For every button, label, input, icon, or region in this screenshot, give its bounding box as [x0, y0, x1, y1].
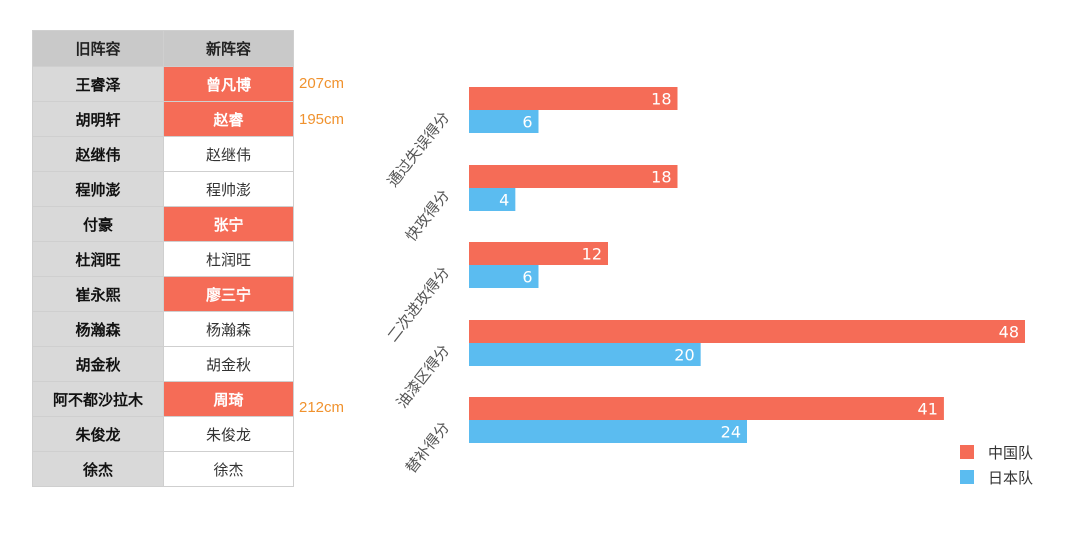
new-player-name-changed: 周琦: [163, 381, 294, 417]
bar-value-label: 4: [499, 191, 509, 210]
new-player-name: 程帅澎: [163, 171, 294, 207]
new-player-name: 赵继伟: [163, 136, 294, 172]
bar-japan: [469, 420, 747, 443]
new-player-name: 徐杰: [163, 451, 294, 487]
new-player-name: 朱俊龙: [163, 416, 294, 452]
player-height-note: 207cm: [299, 75, 345, 92]
roster-row: 赵继伟 赵继伟: [32, 136, 294, 172]
roster-row: 胡金秋 胡金秋: [32, 346, 294, 382]
bar-value-label: 6: [522, 113, 532, 132]
bar-value-label: 18: [651, 168, 671, 187]
old-player-name: 朱俊龙: [32, 416, 164, 452]
old-lineup-header: 旧阵容: [32, 30, 164, 67]
new-player-name-changed: 赵睿: [163, 101, 294, 137]
legend-swatch: [960, 470, 974, 484]
bar-china: [469, 320, 1025, 343]
bar-china: [469, 87, 678, 110]
old-player-name: 徐杰: [32, 451, 164, 487]
category-label: 替补得分: [402, 418, 453, 476]
new-player-name: 胡金秋: [163, 346, 294, 382]
roster-row: 阿不都沙拉木 周琦: [32, 381, 294, 417]
old-player-name: 程帅澎: [32, 171, 164, 207]
bar-value-label: 41: [918, 400, 938, 419]
old-player-name: 胡金秋: [32, 346, 164, 382]
bar-value-label: 12: [582, 245, 602, 264]
player-height-note: 212cm: [299, 399, 345, 416]
bar-value-label: 6: [522, 268, 532, 287]
legend-label: 日本队: [988, 469, 1033, 487]
old-player-name: 崔永熙: [32, 276, 164, 312]
roster-row: 程帅澎 程帅澎: [32, 171, 294, 207]
roster-row: 徐杰 徐杰: [32, 451, 294, 487]
bar-japan: [469, 343, 701, 366]
bar-value-label: 20: [674, 346, 694, 365]
roster-row: 朱俊龙 朱俊龙: [32, 416, 294, 452]
bar-china: [469, 242, 608, 265]
new-lineup-header: 新阵容: [163, 30, 294, 67]
new-player-name-changed: 廖三宁: [163, 276, 294, 312]
roster-row: 胡明轩 赵睿: [32, 101, 294, 137]
legend-label: 中国队: [988, 444, 1033, 462]
bar-value-label: 24: [721, 423, 741, 442]
old-player-name: 胡明轩: [32, 101, 164, 137]
roster-row: 杜润旺 杜润旺: [32, 241, 294, 277]
roster-row: 崔永熙 廖三宁: [32, 276, 294, 312]
bar-value-label: 18: [651, 90, 671, 109]
new-player-name: 杜润旺: [163, 241, 294, 277]
bar-value-label: 48: [999, 323, 1019, 342]
old-player-name: 付豪: [32, 206, 164, 242]
category-label: 二次进攻得分: [384, 263, 454, 345]
player-height-note: 195cm: [299, 111, 345, 128]
bar-china: [469, 165, 678, 188]
roster-header-row: 旧阵容 新阵容: [32, 30, 294, 67]
old-player-name: 杜润旺: [32, 241, 164, 277]
new-player-name: 杨瀚森: [163, 311, 294, 347]
bar-japan: [469, 110, 539, 133]
roster-row: 付豪 张宁: [32, 206, 294, 242]
category-label: 快攻得分: [402, 186, 453, 244]
bar-japan: [469, 188, 516, 211]
new-player-name-changed: 曾凡博: [163, 66, 294, 102]
legend-swatch: [960, 445, 974, 459]
old-player-name: 阿不都沙拉木: [32, 381, 164, 417]
category-label: 油漆区得分: [393, 341, 453, 411]
roster-table: 旧阵容 新阵容 王睿泽 曾凡博 胡明轩 赵睿 赵继伟 赵继伟 程帅澎 程帅澎 付豪 张宁 杜润旺 杜润…: [32, 30, 294, 487]
category-label: 通过失误得分: [384, 108, 454, 190]
old-player-name: 赵继伟: [32, 136, 164, 172]
bar-china: [469, 397, 944, 420]
bar-japan: [469, 265, 539, 288]
